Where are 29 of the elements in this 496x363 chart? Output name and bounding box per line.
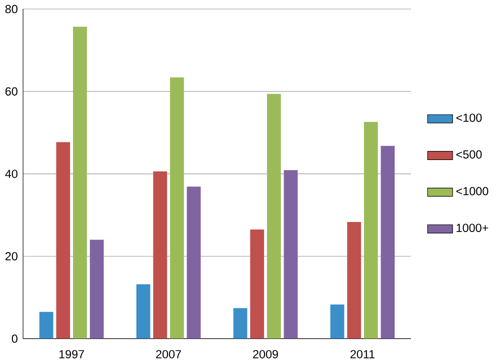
y-tick-label: 80 — [5, 4, 18, 14]
y-tick-label: 60 — [5, 87, 18, 96]
bar — [250, 229, 264, 339]
legend-label: <100 — [456, 113, 482, 122]
bar — [347, 222, 362, 339]
y-tick-label: 20 — [5, 252, 18, 260]
bar — [56, 142, 70, 339]
x-tick-label: 2009 — [253, 350, 278, 358]
y-tick-label: 40 — [5, 170, 18, 178]
x-tick-label: 2011 — [350, 350, 375, 358]
legend-label: <1000 — [456, 186, 488, 196]
bar — [170, 77, 184, 339]
x-tick-label: 1997 — [59, 350, 84, 358]
bar — [73, 26, 87, 339]
bar — [153, 171, 168, 339]
bar — [364, 122, 378, 339]
bar — [39, 312, 54, 339]
x-tick-label: 2007 — [156, 350, 181, 358]
legend-label: <500 — [456, 150, 482, 158]
bar — [233, 308, 248, 339]
bar — [266, 94, 281, 339]
legend-label: 1000+ — [456, 224, 488, 232]
bar — [330, 304, 344, 339]
bar — [186, 186, 201, 339]
bar — [136, 284, 150, 339]
y-tick-label: 0 — [12, 334, 18, 343]
bar — [284, 170, 298, 339]
bar — [380, 146, 395, 339]
bar — [90, 240, 104, 339]
